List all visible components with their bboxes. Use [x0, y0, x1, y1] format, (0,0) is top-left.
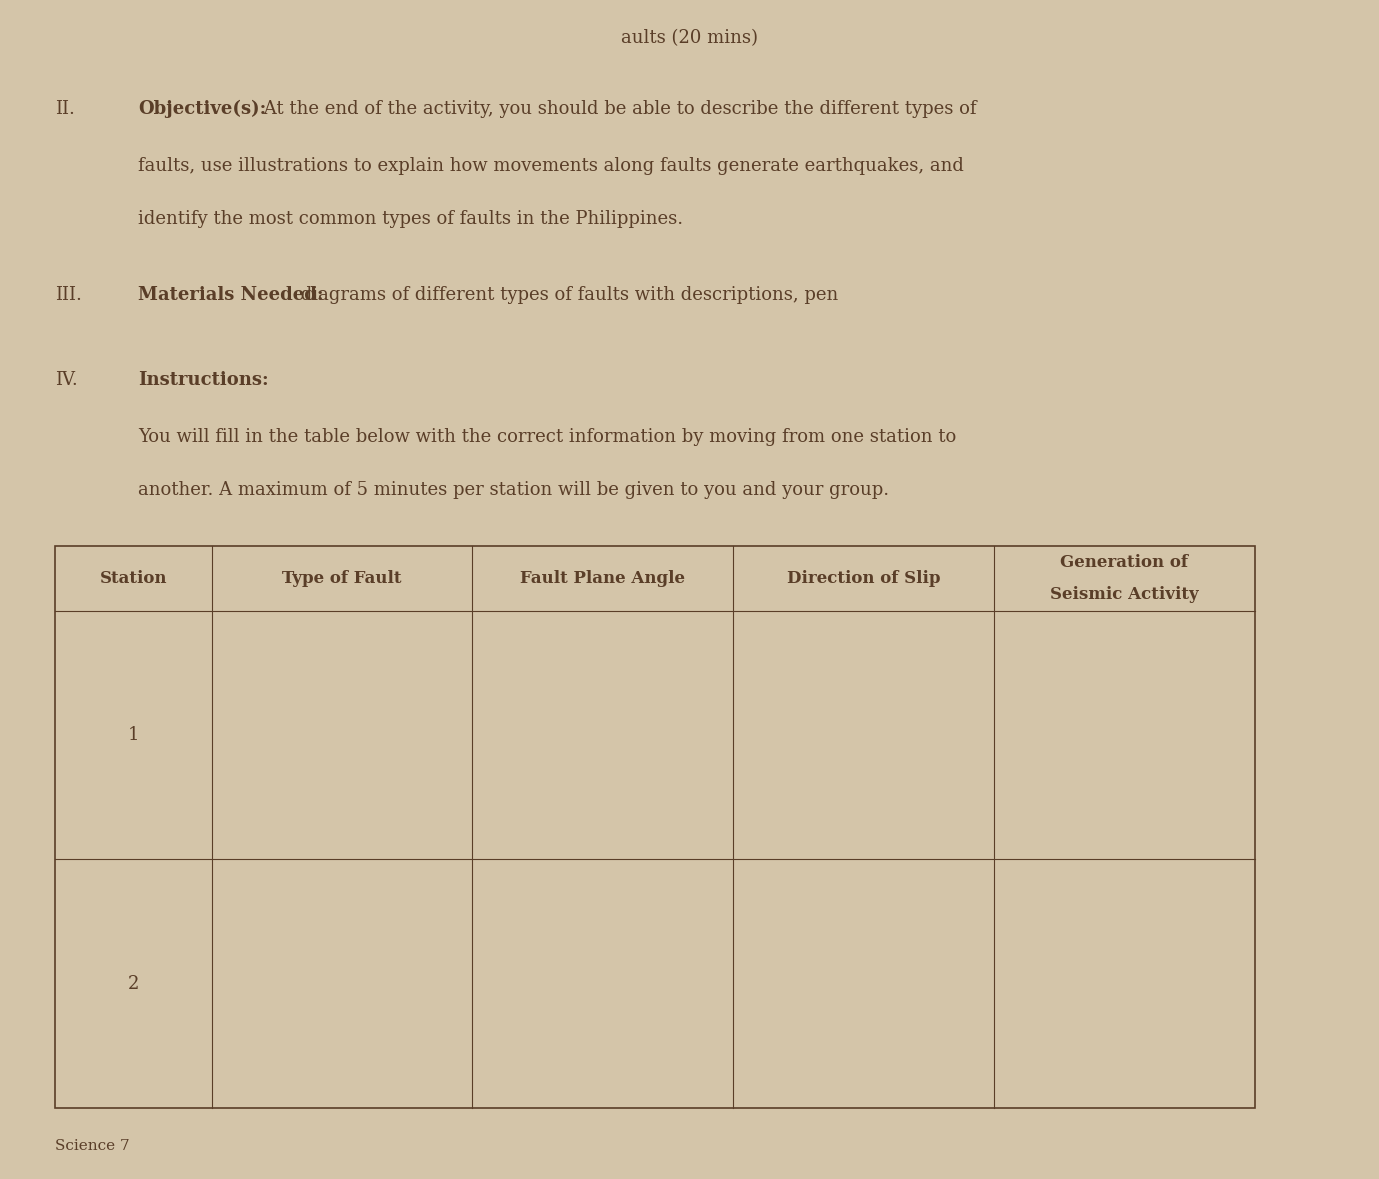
Text: Direction of Slip: Direction of Slip	[787, 569, 940, 587]
Bar	[55, 546, 1255, 1108]
Text: Objective(s):: Objective(s):	[138, 100, 266, 118]
Text: Type of Fault: Type of Fault	[283, 569, 401, 587]
Text: another. A maximum of 5 minutes per station will be given to you and your group.: another. A maximum of 5 minutes per stat…	[138, 481, 889, 499]
Text: diagrams of different types of faults with descriptions, pen: diagrams of different types of faults wi…	[295, 286, 838, 304]
Text: identify the most common types of faults in the Philippines.: identify the most common types of faults…	[138, 210, 683, 228]
Text: IV.: IV.	[55, 371, 77, 389]
Text: II.: II.	[55, 100, 74, 118]
Text: Science 7: Science 7	[55, 1139, 130, 1153]
Text: You will fill in the table below with the correct information by moving from one: You will fill in the table below with th…	[138, 428, 956, 446]
Text: Fault Plane Angle: Fault Plane Angle	[520, 569, 685, 587]
Text: Materials Needed:: Materials Needed:	[138, 286, 324, 304]
Text: 1: 1	[128, 726, 139, 744]
Text: aults (20 mins): aults (20 mins)	[621, 29, 758, 47]
Text: faults, use illustrations to explain how movements along faults generate earthqu: faults, use illustrations to explain how…	[138, 157, 964, 174]
Text: Station: Station	[99, 569, 167, 587]
Text: Instructions:: Instructions:	[138, 371, 269, 389]
Text: At the end of the activity, you should be able to describe the different types o: At the end of the activity, you should b…	[258, 100, 976, 118]
Text: III.: III.	[55, 286, 81, 304]
Text: Generation of: Generation of	[1060, 554, 1189, 572]
Text: Seismic Activity: Seismic Activity	[1051, 586, 1198, 604]
Text: 2: 2	[128, 975, 139, 993]
